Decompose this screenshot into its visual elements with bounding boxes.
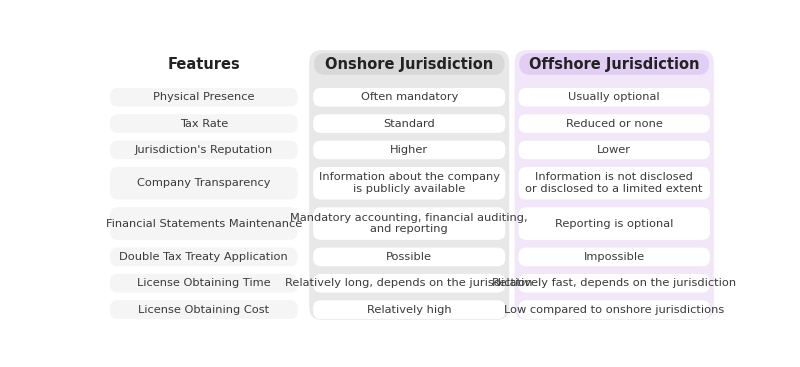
Text: Information is not disclosed
or disclosed to a limited extent: Information is not disclosed or disclose… [526,172,703,194]
FancyBboxPatch shape [514,50,714,320]
Text: Mandatory accounting, financial auditing,
and reporting: Mandatory accounting, financial auditing… [290,213,528,235]
FancyBboxPatch shape [518,88,710,106]
Text: Tax Rate: Tax Rate [180,119,228,128]
Text: Jurisdiction's Reputation: Jurisdiction's Reputation [134,145,273,155]
FancyBboxPatch shape [110,167,298,200]
FancyBboxPatch shape [518,207,710,240]
FancyBboxPatch shape [519,53,709,75]
Text: License Obtaining Cost: License Obtaining Cost [138,305,270,315]
FancyBboxPatch shape [518,114,710,133]
Text: Usually optional: Usually optional [568,92,660,102]
Text: Double Tax Treaty Application: Double Tax Treaty Application [119,252,288,262]
FancyBboxPatch shape [110,141,298,159]
Text: Lower: Lower [598,145,631,155]
Text: Offshore Jurisdiction: Offshore Jurisdiction [529,57,699,72]
Text: Impossible: Impossible [584,252,645,262]
FancyBboxPatch shape [518,167,710,200]
FancyBboxPatch shape [110,114,298,133]
Text: License Obtaining Time: License Obtaining Time [137,278,270,288]
FancyBboxPatch shape [110,248,298,266]
Text: Possible: Possible [386,252,432,262]
FancyBboxPatch shape [313,141,506,159]
FancyBboxPatch shape [314,53,505,75]
FancyBboxPatch shape [313,274,506,292]
Text: Reduced or none: Reduced or none [566,119,662,128]
FancyBboxPatch shape [518,248,710,266]
Text: Relatively long, depends on the jurisdiction: Relatively long, depends on the jurisdic… [286,278,533,288]
FancyBboxPatch shape [518,300,710,319]
FancyBboxPatch shape [110,88,298,106]
Text: Company Transparency: Company Transparency [137,178,270,188]
Text: Relatively high: Relatively high [367,305,451,315]
Text: Features: Features [167,57,240,72]
FancyBboxPatch shape [313,88,506,106]
Text: Reporting is optional: Reporting is optional [555,219,674,229]
Text: Information about the company
is publicly available: Information about the company is publicl… [318,172,500,194]
FancyBboxPatch shape [518,141,710,159]
Text: Low compared to onshore jurisdictions: Low compared to onshore jurisdictions [504,305,724,315]
FancyBboxPatch shape [110,300,298,319]
Text: Physical Presence: Physical Presence [153,92,254,102]
FancyBboxPatch shape [110,274,298,292]
FancyBboxPatch shape [313,167,506,200]
FancyBboxPatch shape [310,50,509,320]
FancyBboxPatch shape [313,114,506,133]
FancyBboxPatch shape [313,300,506,319]
FancyBboxPatch shape [313,248,506,266]
Text: Standard: Standard [383,119,435,128]
Text: Financial Statements Maintenance: Financial Statements Maintenance [106,219,302,229]
FancyBboxPatch shape [518,274,710,292]
Text: Relatively fast, depends on the jurisdiction: Relatively fast, depends on the jurisdic… [492,278,736,288]
FancyBboxPatch shape [313,207,506,240]
Text: Onshore Jurisdiction: Onshore Jurisdiction [325,57,494,72]
Text: Often mandatory: Often mandatory [361,92,458,102]
FancyBboxPatch shape [110,207,298,240]
Text: Higher: Higher [390,145,428,155]
